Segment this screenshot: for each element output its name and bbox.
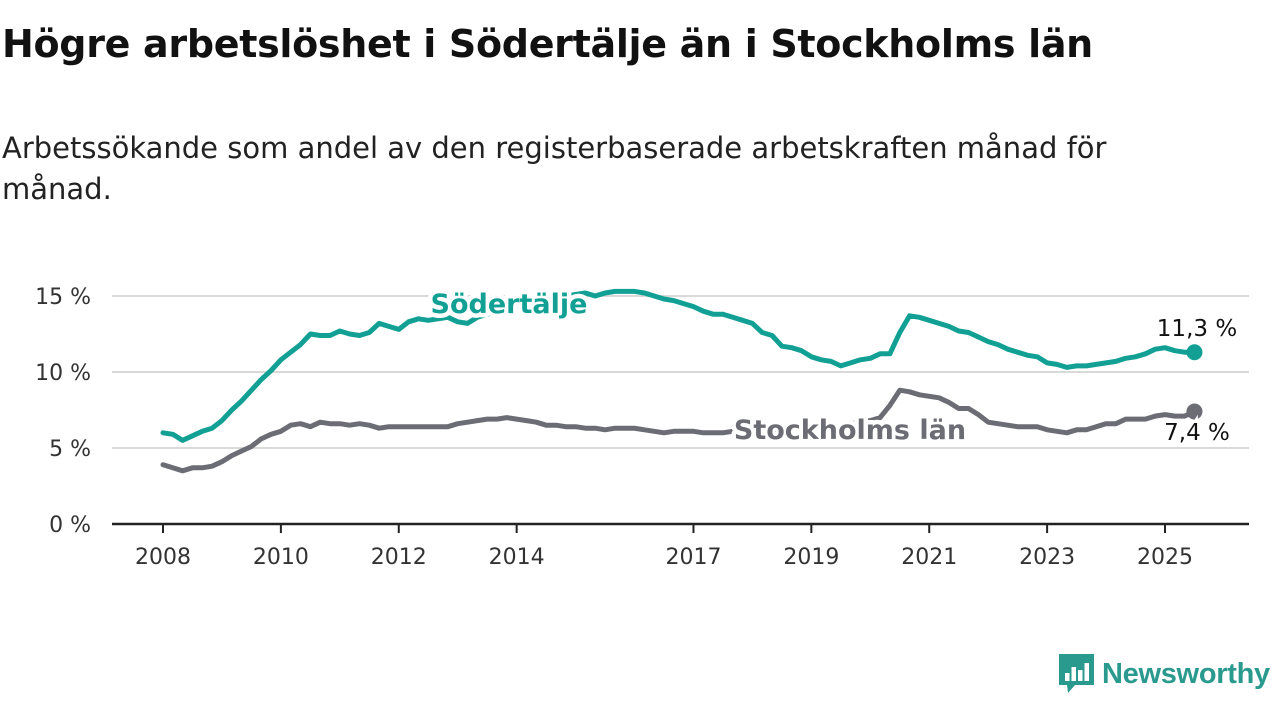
series-lines [160, 288, 1203, 474]
series-name-label: Södertälje [431, 289, 588, 320]
y-tick-label: 15 % [35, 285, 91, 310]
series-end-point [1186, 403, 1203, 420]
chart-subtitle: Arbetssökande som andel av den registerb… [2, 131, 1107, 206]
axes: 0 % 5 % 10 % 15 % 2008 2010 2012 2014 2017 2019 20… [35, 285, 1249, 570]
newsworthy-logo-icon [1059, 654, 1094, 693]
x-tick-label: 2014 [489, 545, 545, 570]
y-tick-label: 10 % [35, 361, 91, 386]
chart-title: Högre arbetslöshet i Södertälje än i Sto… [2, 22, 1093, 66]
brand-logo: Newsworthy [1059, 654, 1270, 694]
x-tick-label: 2017 [665, 545, 721, 570]
end-value-label: 11,3 % [1157, 316, 1237, 342]
series-line-sodertalje [160, 288, 1197, 443]
x-tick-label: 2019 [783, 545, 839, 570]
x-tick-label: 2021 [901, 545, 957, 570]
series-labels: Södertälje Stockholms län 11,3 % 7,4 % [426, 285, 1240, 451]
x-tick-label: 2008 [135, 545, 191, 570]
end-value-label: 7,4 % [1164, 420, 1230, 446]
x-tick-label: 2012 [371, 545, 427, 570]
x-tick-label: 2025 [1137, 545, 1193, 570]
x-tick-label: 2023 [1019, 545, 1075, 570]
brand-name: Newsworthy [1102, 657, 1270, 690]
series-line-stockholms-lan [160, 387, 1197, 474]
series-name-label: Stockholms län [734, 415, 966, 446]
y-tick-label: 5 % [49, 437, 91, 462]
y-tick-label: 0 % [49, 513, 91, 538]
gridlines [112, 295, 1249, 449]
series-end-point [1186, 344, 1203, 361]
x-tick-label: 2010 [253, 545, 309, 570]
